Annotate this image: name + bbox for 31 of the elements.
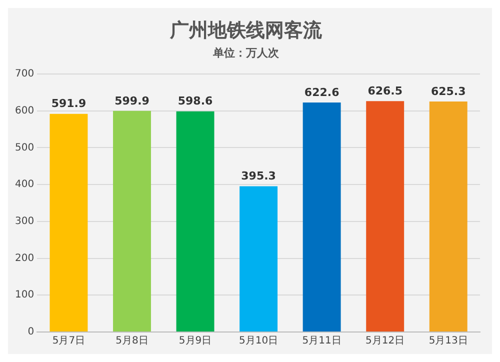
bar (240, 186, 278, 332)
y-tick-label: 200 (14, 252, 34, 264)
x-tick-label: 5月11日 (302, 336, 342, 347)
bar (50, 114, 88, 332)
bar (302, 102, 341, 332)
data-label: 599.9 (114, 94, 150, 108)
x-tick-label: 5月7日 (52, 336, 86, 347)
bar (366, 101, 404, 332)
y-tick-label: 600 (14, 105, 34, 116)
y-tick-label: 0 (28, 326, 34, 338)
bar (176, 111, 214, 332)
data-label: 626.5 (368, 84, 402, 98)
y-tick-label: 400 (14, 179, 34, 190)
x-tick-label: 5月13日 (428, 336, 468, 347)
bar (429, 102, 468, 332)
chart-subtitle: 单位：万人次 (212, 46, 280, 60)
data-label: 591.9 (51, 97, 86, 110)
chart-title: 广州地铁线网客流 (169, 19, 323, 42)
y-tick-label: 300 (14, 216, 34, 228)
data-label: 625.3 (430, 84, 466, 98)
data-label: 395.3 (241, 170, 276, 183)
bar (113, 110, 151, 332)
x-tick-label: 5月8日 (116, 336, 148, 347)
x-tick-label: 5月9日 (178, 336, 212, 347)
data-label: 622.6 (304, 86, 340, 99)
y-tick-label: 100 (14, 290, 34, 301)
y-tick-label: 500 (14, 142, 34, 154)
data-label: 598.6 (178, 94, 214, 108)
y-tick-label: 700 (14, 68, 34, 80)
x-tick-label: 5月10日 (238, 336, 278, 347)
x-tick-label: 5月12日 (366, 336, 405, 347)
